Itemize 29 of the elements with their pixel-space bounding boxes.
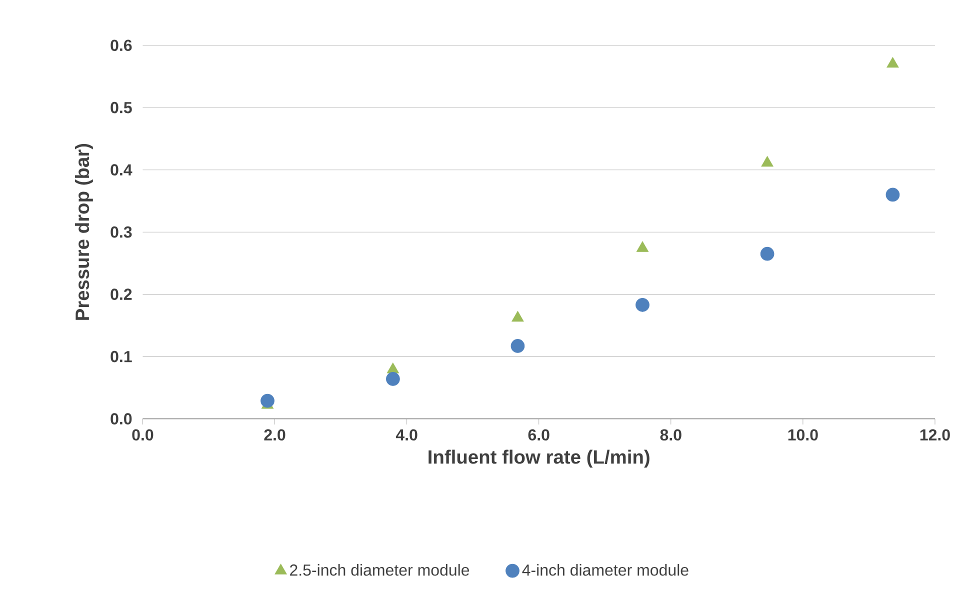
x-tick-label: 12.0 bbox=[920, 429, 950, 440]
x-tick-label: 4.0 bbox=[396, 429, 418, 440]
x-tick-label: 10.0 bbox=[788, 429, 818, 440]
y-tick-label: 0.4 bbox=[110, 164, 132, 176]
legend-label: 2.5-inch diameter module bbox=[290, 564, 470, 576]
point bbox=[512, 310, 524, 322]
point bbox=[636, 298, 650, 312]
point bbox=[761, 156, 774, 166]
y-tick-label: 0.2 bbox=[110, 288, 132, 300]
y-tick-label: 0.6 bbox=[110, 40, 132, 51]
x-tick-label: 0.0 bbox=[132, 429, 154, 440]
point bbox=[510, 338, 525, 353]
point bbox=[386, 372, 400, 386]
point bbox=[886, 56, 899, 68]
y-tick-label: 0.3 bbox=[110, 226, 132, 238]
y-tick-label: 0.5 bbox=[110, 102, 132, 114]
y-tick-label: 0.1 bbox=[110, 350, 132, 362]
y-tick-label: 0.0 bbox=[110, 413, 132, 424]
x-tick-label: 2.0 bbox=[264, 429, 286, 440]
legend-label: 4-inch diameter module bbox=[522, 564, 688, 576]
point bbox=[386, 362, 399, 374]
x-tick-label: 6.0 bbox=[528, 429, 550, 440]
y-axis-title: Pressure drop (bar) bbox=[75, 144, 93, 320]
point bbox=[260, 394, 274, 408]
point bbox=[636, 241, 649, 252]
x-axis-title: Influent flow rate (L/min) bbox=[428, 450, 650, 468]
point bbox=[760, 246, 774, 261]
x-tick-label: 8.0 bbox=[660, 429, 682, 440]
point bbox=[886, 188, 900, 202]
